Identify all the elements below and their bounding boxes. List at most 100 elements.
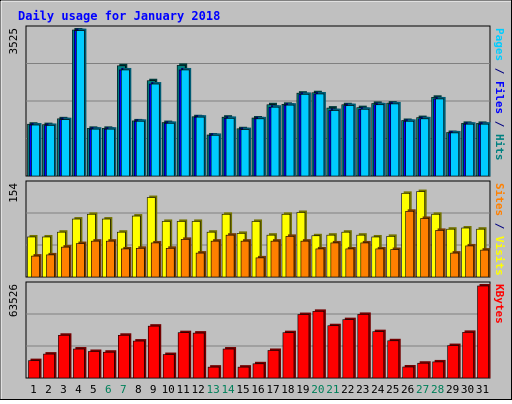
legend-part-top-0: Pages: [493, 28, 506, 61]
bar-pages-day-4: [76, 30, 85, 177]
bar-kbytes-day-4: [73, 348, 85, 379]
x-tick-label-9: 9: [150, 383, 157, 396]
x-tick-label-29: 29: [446, 383, 459, 396]
series-legend-middle: Sites / Visits: [493, 183, 506, 276]
bar-pages-day-29: [450, 132, 459, 177]
legend-part-top-3: /: [493, 114, 506, 134]
series-legend-top: Pages / Files / Hits: [493, 28, 506, 161]
x-tick-label-19: 19: [296, 383, 309, 396]
bar-pages-day-22: [345, 105, 355, 177]
bar-pages-day-19: [300, 94, 310, 177]
bar-sites-day-16: [255, 257, 265, 278]
bar-sites-day-3: [61, 246, 70, 278]
bar-sites-day-8: [135, 248, 145, 278]
bar-pages-day-6: [106, 128, 115, 177]
bar-kbytes-day-15: [237, 366, 250, 379]
bar-pages-day-30: [465, 123, 474, 177]
bar-sites-day-26: [405, 210, 414, 278]
bar-kbytes-day-31: [477, 285, 489, 379]
bar-kbytes-day-11: [177, 332, 190, 379]
bar-pages-day-3: [61, 119, 70, 177]
bar-sites-day-10: [165, 248, 175, 278]
bar-sites-day-25: [390, 249, 400, 278]
bar-kbytes-day-7: [118, 334, 130, 379]
bar-kbytes-day-28: [432, 361, 444, 379]
x-tick-label-7: 7: [120, 383, 127, 396]
legend-part-middle-1: /: [493, 216, 506, 236]
bar-kbytes-day-10: [162, 354, 175, 379]
y-max-label-bottom: 63526: [7, 284, 20, 317]
bar-pages-day-16: [255, 118, 265, 177]
bar-pages-day-11: [180, 69, 190, 177]
bar-sites-day-9: [150, 242, 160, 278]
x-tick-label-14: 14: [221, 383, 235, 396]
bar-pages-day-5: [91, 128, 100, 177]
bar-pages-day-21: [330, 110, 340, 177]
x-tick-label-23: 23: [356, 383, 369, 396]
bar-kbytes-day-23: [357, 314, 370, 379]
bar-kbytes-day-25: [387, 340, 400, 379]
x-tick-label-15: 15: [236, 383, 249, 396]
bar-sites-day-2: [46, 254, 55, 278]
legend-part-top-2: Files: [493, 81, 506, 114]
bar-sites-day-12: [195, 252, 205, 278]
bar-kbytes-day-5: [88, 351, 100, 379]
x-tick-label-6: 6: [105, 383, 112, 396]
bar-sites-day-30: [465, 245, 474, 278]
x-tick-label-8: 8: [135, 383, 142, 396]
bar-pages-day-14: [225, 118, 235, 177]
x-tick-label-20: 20: [311, 383, 324, 396]
bar-sites-day-5: [91, 240, 100, 278]
bar-pages-day-15: [240, 129, 250, 177]
bar-pages-day-10: [165, 123, 175, 177]
x-tick-label-4: 4: [75, 383, 82, 396]
bar-sites-day-31: [480, 249, 489, 278]
bar-kbytes-day-14: [222, 348, 235, 379]
chart-title: Daily usage for January 2018: [18, 9, 220, 23]
bar-kbytes-day-27: [417, 362, 429, 379]
bar-kbytes-day-30: [462, 332, 474, 379]
bar-kbytes-day-2: [43, 353, 55, 379]
x-tick-label-11: 11: [177, 383, 190, 396]
bar-kbytes-day-1: [28, 360, 40, 379]
bar-kbytes-day-24: [372, 331, 385, 379]
bar-pages-day-31: [480, 123, 489, 177]
bar-pages-day-27: [420, 118, 429, 177]
x-tick-label-2: 2: [45, 383, 52, 396]
y-max-label-middle: 154: [7, 183, 20, 203]
x-axis-labels: 1 2 3 4 5 6 7 8 9 10 11 12 13 14 15 16 17 18 19 20 21 22 23 24 2…: [30, 383, 489, 396]
x-tick-label-22: 22: [341, 383, 354, 396]
bar-sites-day-6: [106, 240, 115, 278]
bar-sites-day-27: [420, 218, 429, 278]
x-tick-label-18: 18: [281, 383, 294, 396]
bar-kbytes-day-3: [58, 334, 70, 379]
bar-kbytes-day-17: [267, 350, 280, 379]
bar-pages-day-28: [435, 98, 444, 177]
x-tick-label-27: 27: [416, 383, 429, 396]
x-tick-label-26: 26: [401, 383, 414, 396]
bar-sites-day-18: [285, 236, 295, 278]
x-tick-label-30: 30: [461, 383, 474, 396]
bar-sites-day-1: [31, 255, 40, 278]
bar-sites-day-22: [345, 248, 355, 278]
bar-sites-day-17: [270, 240, 280, 278]
bar-sites-day-29: [450, 252, 459, 278]
bar-pages-day-26: [405, 121, 414, 177]
bar-pages-day-9: [150, 83, 160, 177]
bar-kbytes-day-13: [207, 366, 220, 379]
legend-part-top-1: /: [493, 61, 506, 81]
x-tick-label-12: 12: [192, 383, 205, 396]
bar-pages-day-8: [135, 121, 145, 177]
legend-part-middle-0: Sites: [493, 183, 506, 216]
x-tick-label-24: 24: [371, 383, 385, 396]
panel-middle: 154 Sites / Visits: [7, 180, 506, 278]
x-tick-label-16: 16: [251, 383, 264, 396]
bar-kbytes-day-12: [192, 332, 205, 379]
bar-kbytes-day-18: [282, 332, 295, 379]
bar-pages-day-2: [46, 125, 55, 177]
bar-sites-day-19: [300, 240, 310, 278]
bar-sites-day-28: [435, 230, 444, 278]
bar-pages-day-17: [270, 106, 280, 177]
